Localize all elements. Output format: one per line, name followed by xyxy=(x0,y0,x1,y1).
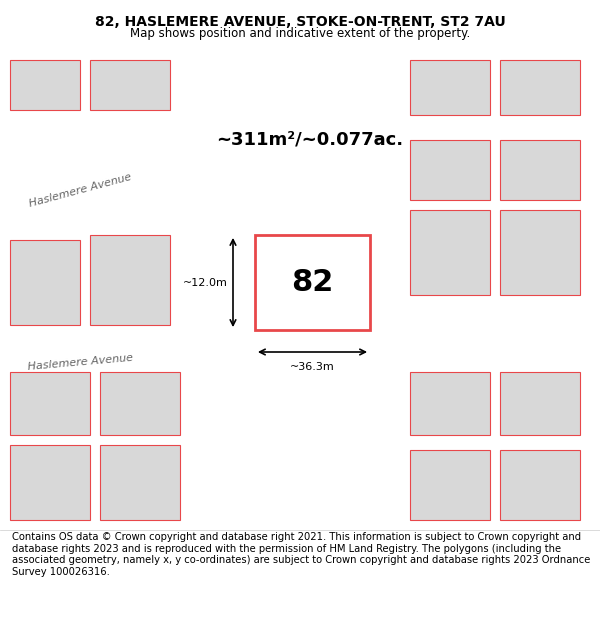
Polygon shape xyxy=(90,60,170,110)
Text: 82: 82 xyxy=(292,268,334,297)
Polygon shape xyxy=(500,372,580,435)
Polygon shape xyxy=(500,140,580,200)
Polygon shape xyxy=(10,372,90,435)
Polygon shape xyxy=(410,140,490,200)
Polygon shape xyxy=(500,450,580,520)
Polygon shape xyxy=(10,445,90,520)
Polygon shape xyxy=(370,55,400,530)
Polygon shape xyxy=(265,235,360,320)
Polygon shape xyxy=(410,210,490,295)
Text: 82, HASLEMERE AVENUE, STOKE-ON-TRENT, ST2 7AU: 82, HASLEMERE AVENUE, STOKE-ON-TRENT, ST… xyxy=(95,16,505,29)
Polygon shape xyxy=(410,450,490,520)
Text: Haslemere Avenue: Haslemere Avenue xyxy=(28,171,133,209)
Text: ~12.0m: ~12.0m xyxy=(183,278,228,288)
Polygon shape xyxy=(410,372,490,435)
Text: ~36.3m: ~36.3m xyxy=(290,362,335,372)
Polygon shape xyxy=(0,135,210,245)
Polygon shape xyxy=(500,210,580,295)
Polygon shape xyxy=(100,445,180,520)
Text: Haslemere Avenue: Haslemere Avenue xyxy=(27,352,133,372)
Polygon shape xyxy=(205,135,255,360)
Polygon shape xyxy=(0,355,600,365)
Polygon shape xyxy=(0,55,600,135)
Polygon shape xyxy=(10,60,80,110)
Polygon shape xyxy=(100,372,180,435)
Text: ~311m²/~0.077ac.: ~311m²/~0.077ac. xyxy=(217,131,404,149)
Polygon shape xyxy=(410,60,490,115)
Polygon shape xyxy=(500,60,580,115)
Polygon shape xyxy=(10,240,80,325)
Text: Contains OS data © Crown copyright and database right 2021. This information is : Contains OS data © Crown copyright and d… xyxy=(12,532,590,577)
Polygon shape xyxy=(90,235,170,325)
Polygon shape xyxy=(255,235,370,330)
Text: Map shows position and indicative extent of the property.: Map shows position and indicative extent… xyxy=(130,27,470,39)
Polygon shape xyxy=(0,340,210,380)
